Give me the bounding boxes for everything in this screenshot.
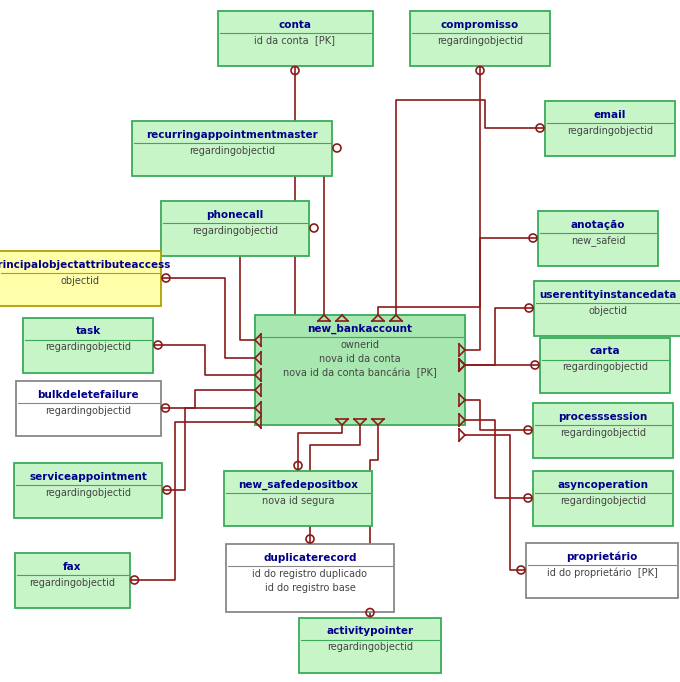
Text: email: email [594,110,626,119]
Text: ownerid: ownerid [341,340,379,350]
FancyBboxPatch shape [132,121,332,175]
Text: asyncoperation: asyncoperation [558,479,649,490]
Text: regardingobjectid: regardingobjectid [192,226,278,235]
Text: regardingobjectid: regardingobjectid [189,145,275,155]
FancyBboxPatch shape [540,338,670,393]
Text: regardingobjectid: regardingobjectid [567,125,653,136]
Text: nova id da conta bancária  [PK]: nova id da conta bancária [PK] [283,368,437,379]
Text: regardingobjectid: regardingobjectid [29,578,115,587]
Text: regardingobjectid: regardingobjectid [560,496,646,505]
Text: recurringappointmentmaster: recurringappointmentmaster [146,130,318,140]
FancyBboxPatch shape [14,552,129,608]
FancyBboxPatch shape [0,250,161,306]
Text: conta: conta [279,20,311,29]
Text: nova id da conta: nova id da conta [319,354,401,364]
Text: activitypointer: activitypointer [326,627,413,636]
Text: bulkdeletefailure: bulkdeletefailure [37,389,139,400]
Text: phonecall: phonecall [206,209,264,220]
Text: id do registro base: id do registro base [265,583,356,593]
FancyBboxPatch shape [299,617,441,672]
FancyBboxPatch shape [526,542,678,597]
Text: proprietário: proprietário [566,551,638,562]
Text: id da conta  [PK]: id da conta [PK] [254,35,335,46]
Text: fax: fax [63,561,81,572]
FancyBboxPatch shape [224,471,372,526]
Text: regardingobjectid: regardingobjectid [327,642,413,653]
Text: new_safedepositbox: new_safedepositbox [238,479,358,490]
FancyBboxPatch shape [226,544,394,612]
Text: regardingobjectid: regardingobjectid [45,406,131,415]
Text: regardingobjectid: regardingobjectid [560,428,646,437]
Text: serviceappointment: serviceappointment [29,471,147,481]
Text: objectid: objectid [61,276,99,286]
FancyBboxPatch shape [255,315,465,425]
Text: task: task [75,327,101,336]
Text: duplicaterecord: duplicaterecord [263,553,357,563]
Text: nova id segura: nova id segura [262,496,335,505]
Text: id do registro duplicado: id do registro duplicado [252,569,367,579]
Text: regardingobjectid: regardingobjectid [45,342,131,353]
FancyBboxPatch shape [410,10,550,65]
FancyBboxPatch shape [161,201,309,256]
Text: compromisso: compromisso [441,20,519,29]
Text: processsession: processsession [558,411,647,421]
Text: carta: carta [590,346,620,357]
Text: principalobjectattributeaccess: principalobjectattributeaccess [0,259,170,269]
Text: objectid: objectid [588,306,628,316]
FancyBboxPatch shape [16,381,160,436]
FancyBboxPatch shape [533,471,673,526]
Text: new_safeid: new_safeid [571,235,625,246]
FancyBboxPatch shape [14,462,162,518]
FancyBboxPatch shape [23,318,153,372]
FancyBboxPatch shape [218,10,373,65]
Text: anotação: anotação [571,220,625,230]
Text: userentityinstancedata: userentityinstancedata [539,289,677,299]
Text: regardingobjectid: regardingobjectid [437,35,523,46]
Text: regardingobjectid: regardingobjectid [562,363,648,372]
FancyBboxPatch shape [534,280,680,336]
Text: id do proprietário  [PK]: id do proprietário [PK] [547,567,658,578]
FancyBboxPatch shape [545,100,675,155]
Text: regardingobjectid: regardingobjectid [45,488,131,497]
FancyBboxPatch shape [538,211,658,265]
FancyBboxPatch shape [533,402,673,458]
Text: new_bankaccount: new_bankaccount [307,324,413,334]
